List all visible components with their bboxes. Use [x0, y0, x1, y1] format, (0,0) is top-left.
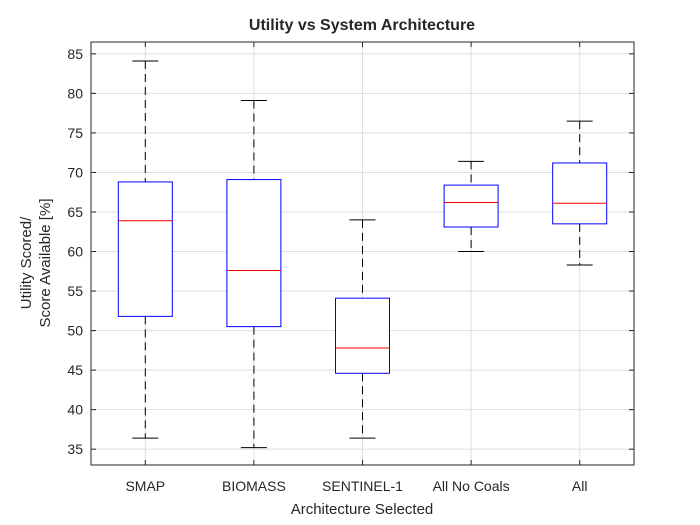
y-tick-label: 40 [67, 402, 83, 418]
y-axis-label-line-1: Utility Scored/ [18, 216, 35, 309]
chart-title: Utility vs System Architecture [249, 17, 475, 34]
box-body [226, 179, 282, 328]
box-plot-series [117, 60, 608, 449]
y-tick-label: 55 [67, 283, 83, 299]
y-tick-label: 85 [67, 46, 83, 62]
x-tick-label: All No Coals [433, 478, 510, 494]
x-tick-label: SENTINEL-1 [322, 478, 403, 494]
y-tick-label: 70 [67, 164, 83, 180]
y-axis-label: Utility Scored/ Score Available [%] [18, 199, 54, 328]
box-smap [117, 60, 173, 439]
x-tick-label: All [572, 478, 588, 494]
y-axis-ticks: 35 40 45 50 55 60 65 70 75 80 85 [67, 46, 634, 457]
y-tick-label: 50 [67, 323, 83, 339]
y-tick-label: 75 [67, 125, 83, 141]
box-all-no-coals [443, 160, 499, 253]
box-body [335, 297, 390, 374]
x-axis-ticks: SMAP BIOMASS SENTINEL-1 All No Coals All [125, 42, 587, 494]
y-tick-label: 35 [67, 441, 83, 457]
box-biomass [226, 100, 282, 449]
x-axis-label: Architecture Selected [291, 501, 434, 518]
y-axis-label-line-2: Score Available [%] [37, 199, 54, 328]
y-tick-label: 65 [67, 204, 83, 220]
box-body [443, 184, 499, 228]
y-tick-label: 60 [67, 244, 83, 260]
box-body [552, 162, 608, 225]
x-tick-label: BIOMASS [222, 478, 286, 494]
x-tick-label: SMAP [125, 478, 165, 494]
y-tick-label: 45 [67, 362, 83, 378]
box-sentinel-1 [335, 219, 390, 439]
box-body [117, 181, 173, 317]
y-tick-label: 80 [67, 85, 83, 101]
box-all [552, 120, 608, 266]
